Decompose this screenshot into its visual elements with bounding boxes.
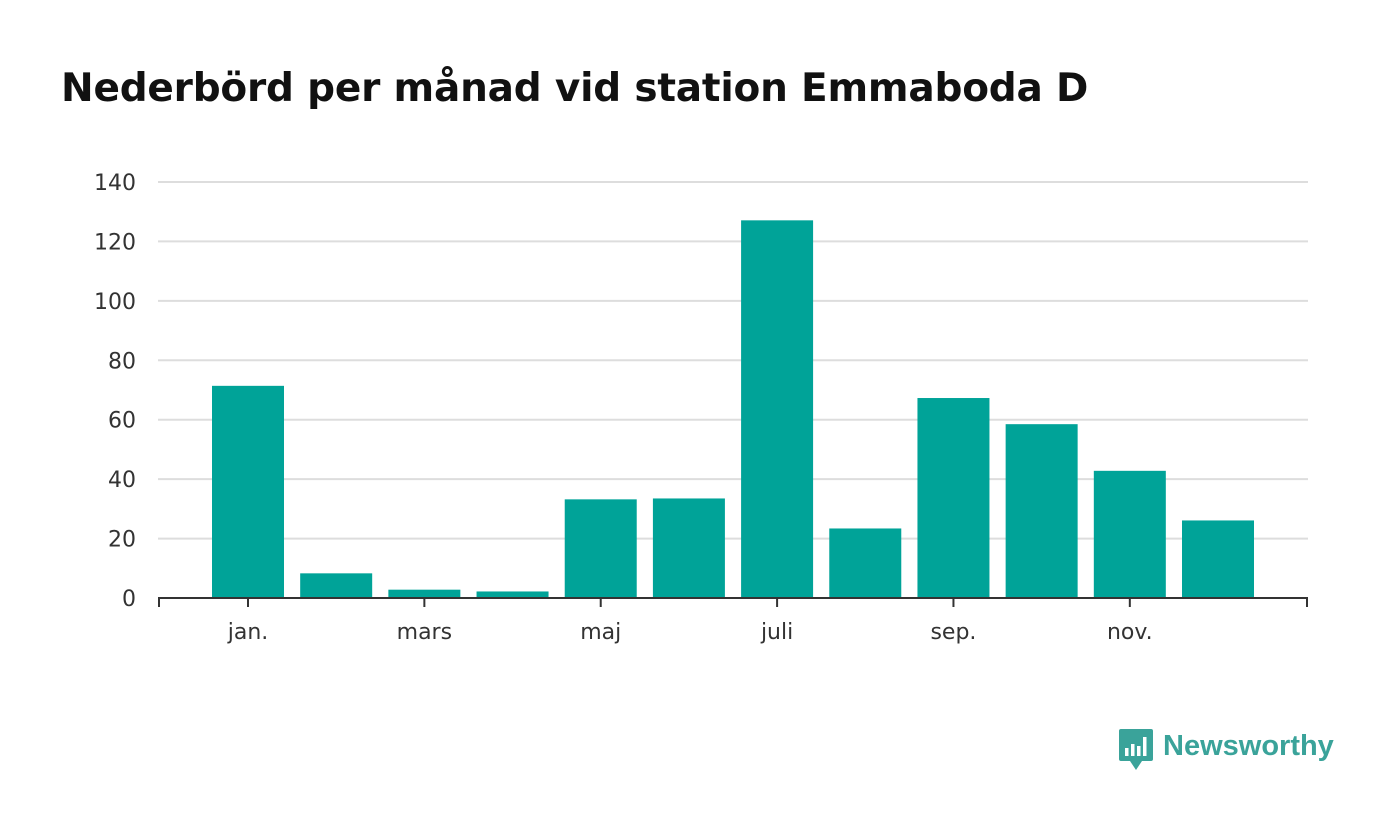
y-tick-label: 60 (108, 409, 136, 434)
bars (212, 220, 1254, 598)
y-tick-label: 100 (94, 290, 136, 315)
bar-dec (1182, 520, 1254, 598)
bar-maj (564, 499, 637, 598)
y-tick-label: 120 (94, 230, 136, 255)
y-tick-label: 80 (108, 349, 136, 374)
bar-juni (652, 498, 725, 598)
bar-feb (300, 573, 373, 598)
bar-okt (1005, 424, 1078, 598)
y-tick-label: 20 (108, 528, 136, 553)
x-tick-label: nov. (1107, 620, 1153, 645)
bar-sep (917, 398, 990, 598)
bar-aug (829, 528, 902, 598)
brand-name: Newsworthy (1163, 729, 1334, 762)
newsworthy-logo-icon (1119, 729, 1153, 770)
x-axis (158, 597, 1308, 607)
bar-nov (1093, 470, 1166, 598)
newsworthy-logo: Newsworthy (1118, 727, 1334, 773)
y-tick-label: 40 (108, 468, 136, 493)
x-axis-labels: jan. mars maj juli sep. nov. (227, 620, 1153, 645)
chart-title: Nederbörd per månad vid station Emmaboda… (61, 66, 1089, 111)
bar-apr (476, 591, 549, 598)
x-tick-label: juli (760, 620, 793, 645)
x-tick-label: maj (580, 620, 621, 645)
y-tick-label: 140 (94, 171, 136, 196)
x-tick-label: sep. (930, 620, 976, 645)
y-axis-labels: 0 20 40 60 80 100 120 140 (94, 171, 136, 612)
bar-jan (212, 385, 284, 598)
gridlines (158, 181, 1308, 540)
x-tick-label: mars (397, 620, 452, 645)
x-tick-label: jan. (227, 620, 269, 645)
y-tick-label: 0 (122, 587, 136, 612)
bar-juli (741, 220, 814, 598)
bar-mars (388, 589, 461, 598)
